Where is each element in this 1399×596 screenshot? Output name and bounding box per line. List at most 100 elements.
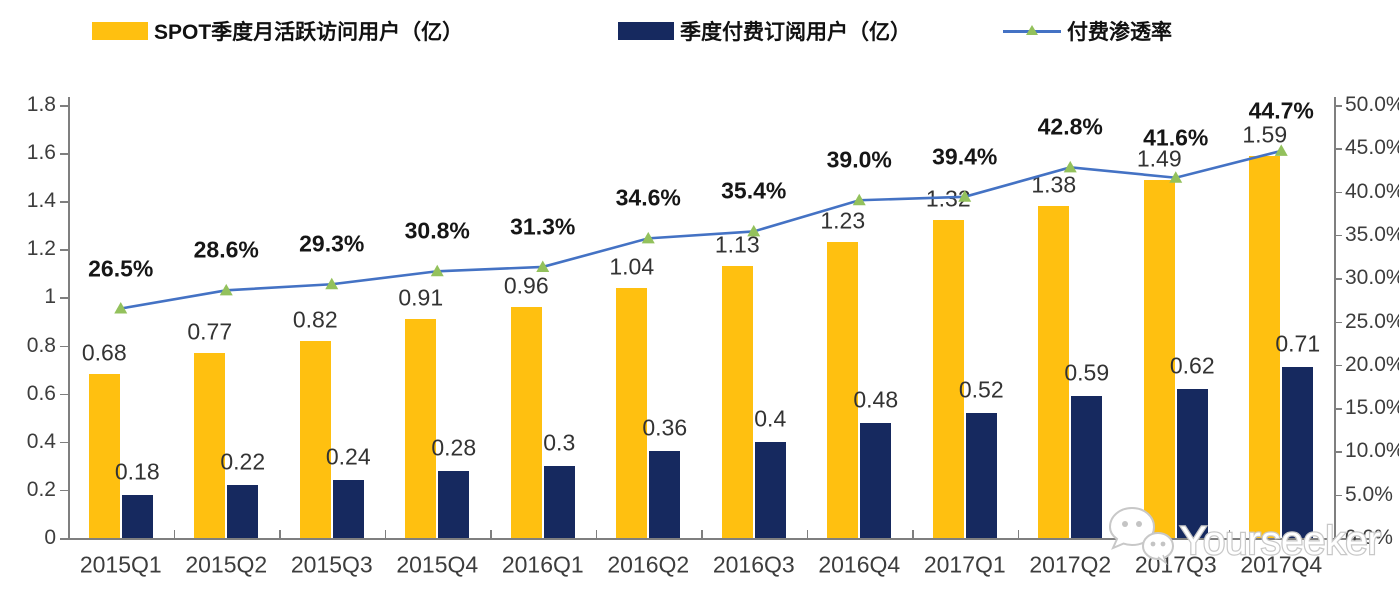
legend-label-subscribers: 季度付费订阅用户（亿） <box>680 21 911 44</box>
bar-subscribers <box>860 422 892 538</box>
bar-mau <box>405 319 437 538</box>
category-boundary-tick <box>806 530 808 538</box>
left-axis-tick-label: 1 <box>44 285 56 309</box>
bar-mau <box>1249 155 1281 538</box>
right-axis-tick-label: 0.0% <box>1345 526 1393 549</box>
left-axis-tick-label: 1.6 <box>26 141 56 165</box>
bar-mau <box>510 307 542 538</box>
category-boundary-tick <box>595 530 597 538</box>
bar-label-subscribers: 0.28 <box>431 434 477 461</box>
bar-label-subscribers: 0.71 <box>1275 330 1321 357</box>
right-axis-tick <box>1334 364 1342 367</box>
penetration-rate-label: 29.3% <box>299 230 365 257</box>
bar-label-mau: 1.49 <box>1136 145 1182 172</box>
bar-subscribers <box>1071 396 1103 538</box>
right-axis-tick <box>1334 451 1342 453</box>
penetration-rate-label: 26.5% <box>88 255 154 281</box>
category-boundary-tick <box>279 530 281 538</box>
line-marker-triangle <box>1169 171 1183 183</box>
mau-bar-swatch <box>92 22 148 40</box>
x-axis-category-label: 2016Q3 <box>712 551 795 578</box>
left-axis-tick <box>60 489 68 492</box>
line-marker-triangle <box>747 224 761 237</box>
right-axis-tick <box>1334 148 1342 150</box>
right-axis-tick-label: 15.0% <box>1345 396 1399 420</box>
x-axis-category-label: 2017Q1 <box>923 551 1006 578</box>
right-axis-tick-label: 5.0% <box>1345 482 1393 506</box>
line-marker-triangle <box>852 193 866 206</box>
category-boundary-tick <box>912 530 914 538</box>
bar-mau <box>721 266 753 538</box>
right-axis-tick-label: 30.0% <box>1345 266 1399 290</box>
bar-label-subscribers: 0.36 <box>642 414 688 441</box>
bar-label-mau: 0.68 <box>81 339 127 366</box>
legend-label-mau: SPOT季度月活跃访问用户（亿） <box>154 21 464 44</box>
bar-label-subscribers: 0.22 <box>220 448 266 475</box>
penetration-rate-label: 41.6% <box>1143 124 1209 151</box>
category-boundary-tick <box>173 530 175 538</box>
bar-subscribers <box>438 470 470 538</box>
line-marker-triangle <box>536 260 550 272</box>
left-axis-tick-label: 1.4 <box>26 189 56 213</box>
right-axis-tick-label: 35.0% <box>1345 222 1399 246</box>
right-axis-tick <box>1334 191 1342 194</box>
line-marker-triangle <box>430 264 444 277</box>
x-axis-category-label: 2015Q1 <box>79 551 162 578</box>
right-axis-tick <box>1334 408 1342 410</box>
left-axis-tick-label: 0.6 <box>26 381 56 405</box>
left-axis-tick <box>60 153 68 155</box>
bar-mau <box>194 352 226 538</box>
bar-mau <box>1143 179 1175 538</box>
bar-label-subscribers: 0.59 <box>1064 359 1110 386</box>
bar-label-subscribers: 0.52 <box>958 376 1004 403</box>
watermark-text: Yourseeker <box>1180 519 1381 563</box>
bar-mau <box>1038 206 1070 538</box>
bar-mau <box>299 340 331 538</box>
line-marker-triangle <box>641 231 655 244</box>
bar-subscribers <box>649 451 681 538</box>
bar-mau <box>616 287 648 538</box>
right-axis-tick-label: 50.0% <box>1345 93 1399 116</box>
right-axis-tick <box>1334 321 1342 323</box>
line-marker-triangle <box>958 190 972 202</box>
bar-subscribers <box>227 485 259 538</box>
left-axis-tick <box>60 538 68 540</box>
bar-label-subscribers: 0.62 <box>1169 352 1215 379</box>
bar-label-subscribers: 0.24 <box>325 443 371 470</box>
penetration-rate-label: 34.6% <box>615 184 681 211</box>
right-axis-line <box>1334 97 1336 538</box>
left-axis-tick <box>60 201 68 203</box>
line-marker-triangle <box>1063 160 1077 173</box>
penetration-rate-label: 28.6% <box>193 236 259 263</box>
bar-label-mau: 1.04 <box>609 253 655 280</box>
bar-label-mau: 0.96 <box>503 272 549 299</box>
x-axis-category-label: 2016Q2 <box>607 551 690 578</box>
right-axis-tick-label: 25.0% <box>1345 309 1399 333</box>
bar-mau <box>827 242 859 538</box>
category-boundary-tick <box>384 530 386 538</box>
bar-subscribers <box>1176 388 1208 538</box>
bar-label-subscribers: 0.4 <box>754 405 787 432</box>
left-axis-tick-label: 0 <box>44 526 56 549</box>
line-marker-triangle <box>325 277 339 290</box>
penetration-rate-label: 42.8% <box>1037 113 1103 140</box>
bar-label-mau: 0.82 <box>292 306 338 333</box>
left-axis-tick-label: 1.2 <box>26 237 56 261</box>
right-axis-tick-label: 10.0% <box>1345 439 1399 463</box>
bar-label-subscribers: 0.48 <box>853 386 899 413</box>
line-marker-triangle <box>114 302 128 314</box>
penetration-rate-label: 30.8% <box>404 217 470 244</box>
penetration-rate-label: 31.3% <box>510 213 576 240</box>
bar-subscribers <box>1282 367 1314 538</box>
penetration-rate-label: 39.4% <box>932 143 998 170</box>
right-axis-tick <box>1334 494 1342 497</box>
bar-subscribers <box>965 412 997 538</box>
left-axis-tick <box>60 249 68 251</box>
category-boundary-tick <box>1228 530 1230 538</box>
x-axis-category-label: 2017Q4 <box>1240 551 1323 578</box>
triangle-marker-icon <box>1026 25 1038 35</box>
left-axis-tick-label: 0.2 <box>26 477 56 501</box>
x-axis-category-label: 2016Q1 <box>501 551 584 578</box>
left-axis-line <box>68 97 70 538</box>
wechat-icon <box>1108 506 1174 566</box>
